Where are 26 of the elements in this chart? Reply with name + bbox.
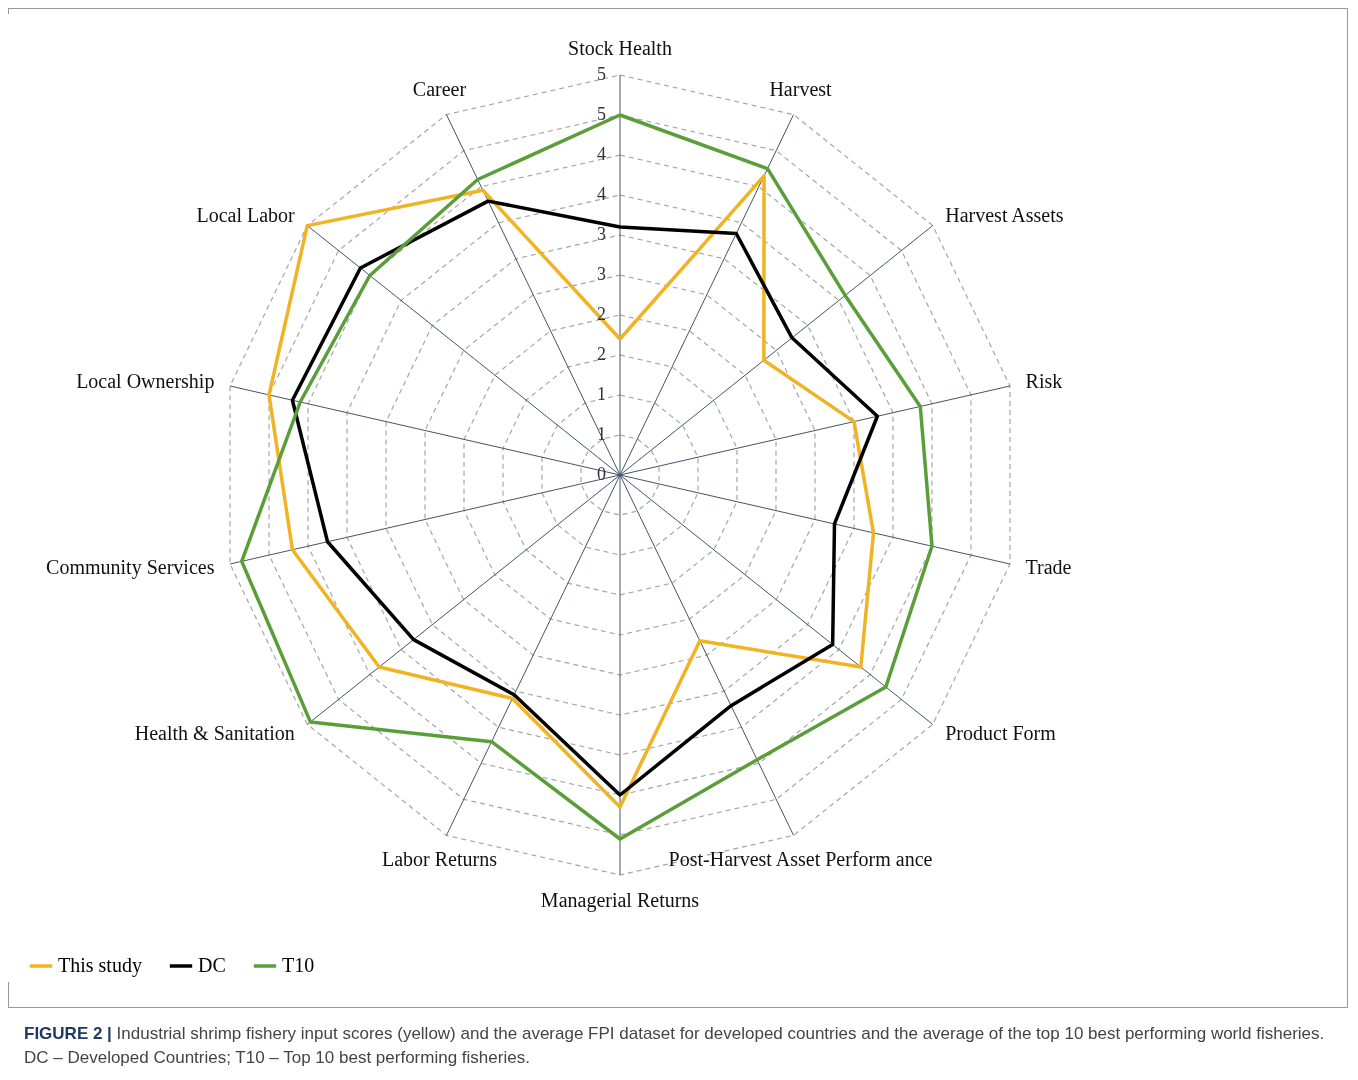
y-tick-label: 5 (597, 104, 606, 124)
spoke-label: Managerial Returns (540, 889, 700, 912)
spoke-label: Labor Returns (382, 847, 498, 870)
caption: FIGURE 2 | Industrial shrimp fishery input scores (yellow) and the average FPI dataset for developed countries and the average of the top 10 best performing world fisheries. DC – Developed Countries; T10 – Top 10 best performing fisheries. (24, 1023, 1326, 1069)
spoke-label: Post-Harvest Asset Perform ance (668, 847, 933, 870)
y-tick-label: 4 (597, 144, 606, 164)
spoke-label: Stock Health (568, 37, 672, 59)
legend-label: T10 (282, 954, 315, 976)
spoke-label: Risk (1025, 370, 1063, 393)
y-tick-label: 3 (597, 264, 606, 284)
spoke-label: Harvest Assets (945, 203, 1064, 226)
spoke-label: Product Form (945, 722, 1057, 745)
spoke-label: Local Labor (196, 203, 296, 226)
legend-label: This study (58, 954, 142, 977)
legend-label: DC (198, 954, 226, 976)
spoke-label: Health & Sanitation (134, 722, 295, 745)
y-tick-label: 2 (597, 344, 606, 364)
y-tick-label: 1 (597, 384, 606, 404)
y-tick-label: 4 (597, 184, 606, 204)
spoke-label: Harvest (769, 78, 833, 101)
spoke-label: Career (412, 78, 467, 101)
spoke-label: Local Ownership (76, 370, 215, 394)
y-tick-label: 5 (597, 64, 606, 84)
spoke-label: Community Services (46, 555, 215, 579)
spoke-label: Trade (1025, 555, 1072, 578)
y-tick-label: 3 (597, 224, 606, 244)
